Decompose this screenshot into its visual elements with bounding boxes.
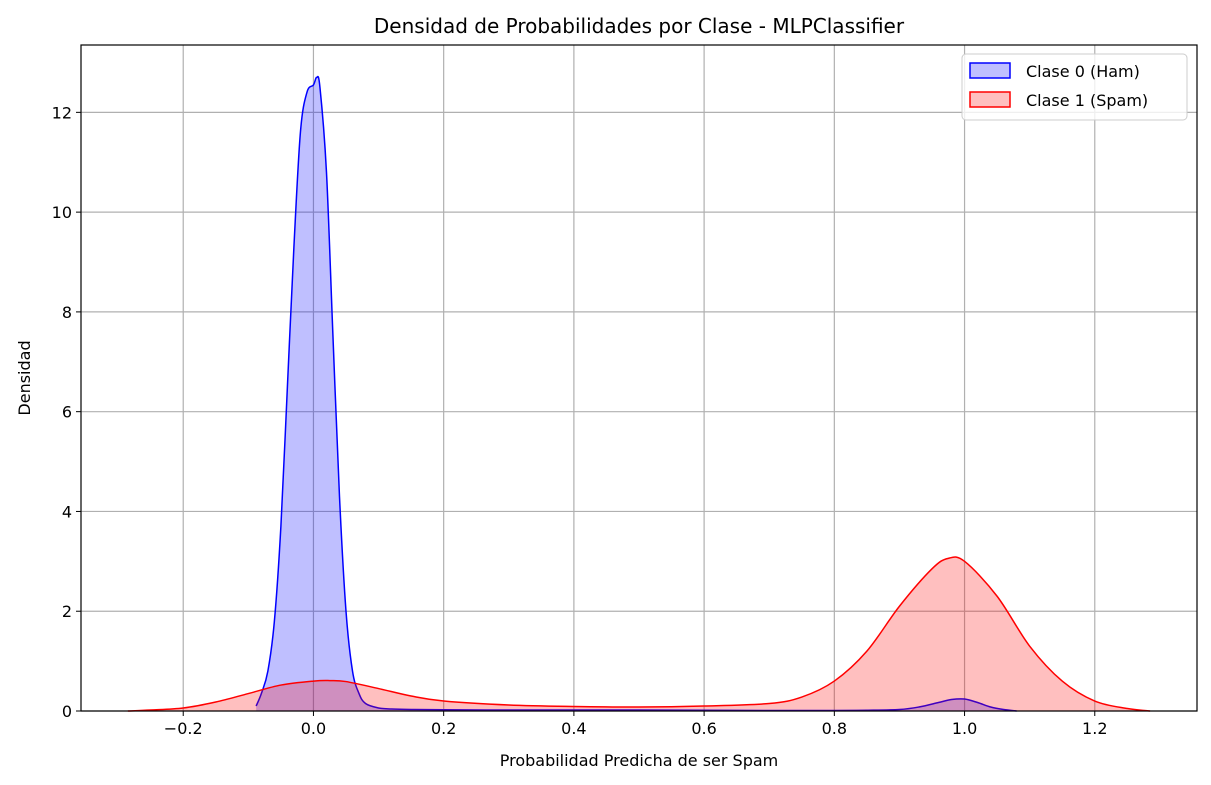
legend-label-clase-1: Clase 1 (Spam) (1026, 91, 1148, 110)
y-tick-label: 0 (62, 702, 72, 721)
x-axis-label: Probabilidad Predicha de ser Spam (500, 751, 779, 770)
x-tick-label: 0.6 (691, 719, 716, 738)
x-tick-label: −0.2 (164, 719, 203, 738)
density-area-series-1 (127, 556, 1151, 711)
x-tick-label: 0.8 (822, 719, 847, 738)
density-line-series-0 (255, 75, 1017, 712)
y-tick-label: 12 (52, 103, 72, 122)
legend-swatch-clase-0 (969, 62, 1011, 79)
y-axis-ticks: 0 2 4 6 8 10 12 (52, 103, 81, 721)
legend: Clase 0 (Ham) Clase 1 (Spam) (961, 53, 1188, 121)
legend-box (961, 53, 1188, 121)
chart-title: Densidad de Probabilidades por Clase - M… (374, 14, 905, 38)
density-area-series-0 (256, 76, 1017, 711)
x-tick-label: 1.2 (1082, 719, 1107, 738)
x-axis-ticks: −0.2 0.0 0.2 0.4 0.6 0.8 1.0 1.2 (164, 711, 1108, 738)
y-axis-label: Densidad (15, 340, 34, 415)
x-tick-label: 0.2 (431, 719, 456, 738)
x-tick-label: 1.0 (952, 719, 977, 738)
y-tick-label: 6 (62, 403, 72, 422)
density-line-series-1 (127, 556, 1151, 712)
density-areas (127, 75, 1151, 712)
legend-swatch-clase-1 (969, 91, 1011, 108)
y-tick-label: 4 (62, 502, 72, 521)
x-tick-label: 0.0 (301, 719, 326, 738)
y-tick-label: 8 (62, 303, 72, 322)
legend-label-clase-0: Clase 0 (Ham) (1026, 62, 1140, 81)
y-tick-label: 10 (52, 203, 72, 222)
x-tick-label: 0.4 (561, 719, 586, 738)
grid-lines (81, 45, 1197, 712)
plot-frame (80, 44, 1198, 712)
y-tick-label: 2 (62, 602, 72, 621)
